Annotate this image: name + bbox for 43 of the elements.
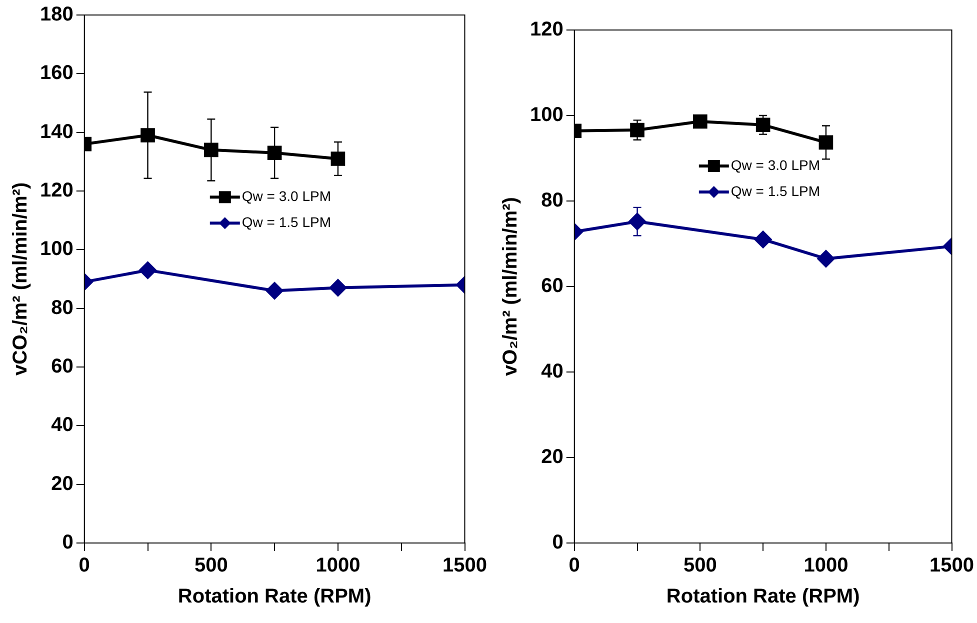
point xyxy=(329,279,346,296)
legend-label: Qw = 3.0 LPM xyxy=(730,156,820,173)
y-axis-title: vO₂/m² (ml/min/m²) xyxy=(500,197,522,376)
y-tick-label: 180 xyxy=(40,4,74,26)
x-tick-label: 1000 xyxy=(316,554,360,577)
y-tick-label: 100 xyxy=(530,104,564,126)
x-tick-label: 0 xyxy=(568,554,580,577)
y-tick-label: 60 xyxy=(51,356,74,378)
y-tick-label: 20 xyxy=(51,472,74,495)
legend-label: Qw = 1.5 LPM xyxy=(730,182,820,199)
x-axis-title: Rotation Rate (RPM) xyxy=(178,586,372,608)
y-tick-label: 60 xyxy=(541,275,564,298)
x-tick-label: 500 xyxy=(683,554,717,577)
point xyxy=(266,282,284,300)
legend-label: Qw = 1.5 LPM xyxy=(242,214,331,230)
y-tick-label: 40 xyxy=(51,414,74,436)
x-tick-label: 1000 xyxy=(804,554,848,577)
y-tick-label: 0 xyxy=(62,532,74,554)
point xyxy=(330,152,346,166)
y-axis-title: vCO₂/m² (ml/min/m²) xyxy=(10,182,32,376)
y-tick-label: 120 xyxy=(40,180,74,202)
legend-label: Qw = 3.0 LPM xyxy=(242,188,331,204)
x-tick-label: 0 xyxy=(78,554,90,577)
y-tick-label: 40 xyxy=(541,360,564,383)
y-tick-label: 140 xyxy=(40,120,74,143)
y-tick-label: 80 xyxy=(541,190,564,212)
y-tick-label: 20 xyxy=(541,446,564,468)
y-tick-label: 80 xyxy=(51,296,74,319)
x-axis-title: Rotation Rate (RPM) xyxy=(666,586,860,608)
point xyxy=(817,250,834,268)
point xyxy=(204,142,218,158)
y-tick-label: 0 xyxy=(552,532,564,554)
x-tick-label: 1500 xyxy=(442,554,488,577)
point xyxy=(756,118,770,132)
y-tick-label: 160 xyxy=(40,62,74,84)
point xyxy=(754,230,772,248)
point xyxy=(267,146,282,160)
y-tick-label: 120 xyxy=(530,18,564,41)
point xyxy=(818,135,834,150)
y-tick-label: 100 xyxy=(40,238,74,260)
x-tick-label: 1500 xyxy=(930,554,974,577)
point xyxy=(693,114,708,129)
x-tick-label: 500 xyxy=(194,554,228,577)
